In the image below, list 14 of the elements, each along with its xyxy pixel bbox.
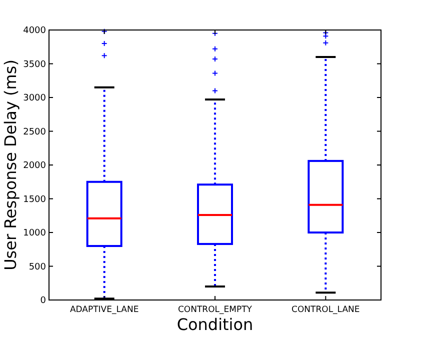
x-tick-label: ADAPTIVE_LANE — [70, 305, 139, 315]
y-tick-label: 0 — [40, 296, 46, 306]
y-tick-label: 500 — [28, 262, 46, 272]
y-axis-title: User Response Delay (ms) — [1, 60, 20, 270]
y-tick-label: 2000 — [23, 161, 46, 172]
y-tick-label: 2500 — [23, 127, 46, 138]
y-tick-label: 3500 — [23, 60, 46, 70]
x-axis-title: Condition — [176, 315, 254, 334]
y-tick-label: 1500 — [23, 194, 46, 205]
y-tick-label: 1000 — [23, 228, 46, 239]
x-tick-label: CONTROL_EMPTY — [178, 305, 253, 315]
x-tick-label: CONTROL_LANE — [292, 305, 360, 315]
y-tick-label: 4000 — [23, 26, 46, 36]
y-tick-label: 3000 — [23, 94, 46, 104]
